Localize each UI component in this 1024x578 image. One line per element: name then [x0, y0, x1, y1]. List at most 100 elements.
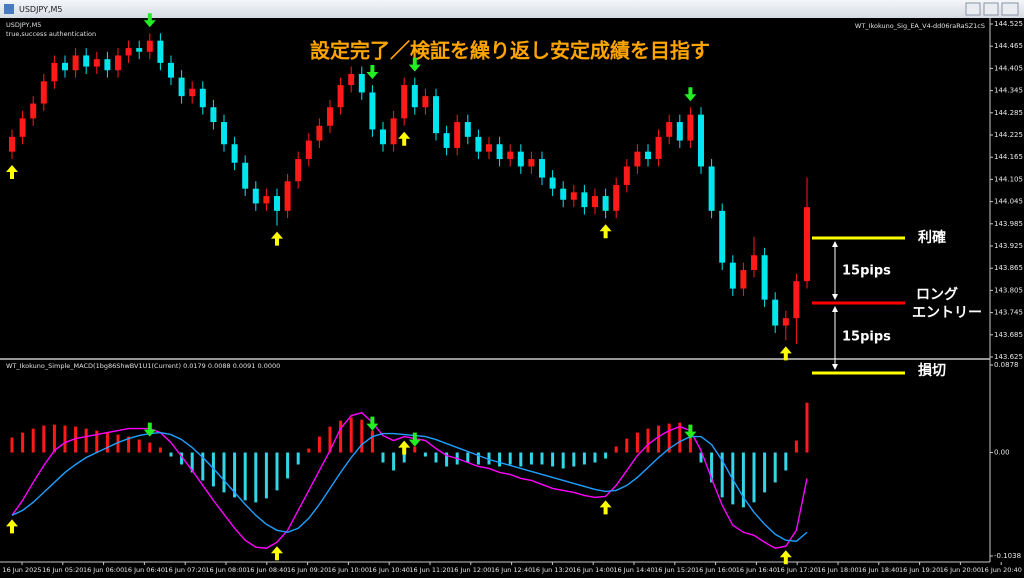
- maximize-button[interactable]: [983, 2, 999, 16]
- x-tick-label: 16 Jun 05:20: [42, 566, 83, 574]
- candle-body: [51, 62, 58, 82]
- y-tick-label: 0.0878: [994, 361, 1019, 369]
- x-tick-label: 16 Jun 13:20: [532, 566, 573, 574]
- candle-body: [380, 129, 386, 145]
- histogram-bar: [180, 452, 184, 465]
- histogram-bar: [784, 452, 788, 471]
- y-tick-label: 143.925: [994, 242, 1023, 250]
- histogram-bar: [190, 452, 194, 473]
- x-tick-label: 16 Jun 16:40: [736, 566, 777, 574]
- candle-body: [560, 188, 567, 200]
- macd-line: [11, 431, 808, 542]
- y-tick-label: 143.865: [994, 264, 1023, 272]
- histogram-bar: [84, 428, 88, 453]
- histogram-bar: [498, 452, 502, 467]
- candle-body: [422, 96, 429, 108]
- y-tick-label: 144.405: [994, 64, 1023, 72]
- y-tick-label: 143.685: [994, 331, 1023, 339]
- x-tick-label: 16 Jun 06:00: [83, 566, 124, 574]
- y-tick-label: 0.00: [994, 449, 1010, 457]
- candle-body: [676, 122, 683, 141]
- candle-body: [168, 62, 174, 78]
- title-bar: [0, 0, 1024, 18]
- sell-arrow: [684, 424, 697, 439]
- histogram-bar: [201, 452, 205, 481]
- sell-arrow: [408, 432, 421, 447]
- x-tick-label: 16 Jun 12:00: [450, 566, 491, 574]
- histogram-bar: [52, 424, 56, 453]
- histogram-bar: [604, 452, 608, 459]
- y-tick-label: 144.285: [994, 109, 1023, 117]
- histogram-bar: [105, 432, 109, 453]
- candle-body: [252, 188, 259, 204]
- histogram-bar: [561, 452, 565, 469]
- window-title: USDJPY,M5: [19, 5, 63, 14]
- buy-arrow: [271, 231, 283, 246]
- buy-arrow: [779, 346, 792, 361]
- histogram-bar: [328, 426, 332, 453]
- candle-body: [178, 77, 185, 97]
- histogram-bar: [74, 426, 78, 453]
- y-tick-label: 144.045: [994, 198, 1023, 206]
- candle-body: [157, 40, 164, 63]
- candle-body: [475, 136, 482, 152]
- y-tick-label: 143.625: [994, 353, 1023, 361]
- close-button[interactable]: [1001, 2, 1019, 16]
- histogram-bar: [349, 417, 353, 453]
- candle-body: [189, 88, 196, 97]
- buy-arrow: [398, 440, 411, 455]
- candle-body: [30, 103, 37, 119]
- candle-body: [613, 184, 620, 211]
- candle-body: [62, 62, 68, 71]
- histogram-bar: [296, 452, 300, 465]
- candle-body: [698, 114, 704, 167]
- histogram-bar: [657, 425, 661, 453]
- entry-label: ロング: [916, 286, 958, 303]
- x-tick-label: 16 Jun 08:00: [205, 566, 246, 574]
- candle-body: [327, 107, 333, 126]
- candle-body: [93, 59, 100, 67]
- sell-arrow: [408, 57, 421, 72]
- arrow-head: [832, 241, 838, 247]
- histogram-bar: [307, 448, 311, 453]
- histogram-bar: [360, 419, 364, 453]
- histogram-bar: [127, 436, 131, 453]
- candle-body: [761, 255, 768, 300]
- chart-title: 設定完了／検証を繰り返し安定成績を目指す: [310, 39, 710, 63]
- chart-symbol: USDJPY,M5: [6, 21, 41, 29]
- candle-body: [751, 255, 757, 271]
- candle-body: [263, 196, 270, 204]
- auth-status: true,success authentication: [6, 30, 96, 38]
- candle-body: [645, 151, 651, 160]
- candle-body: [433, 96, 439, 134]
- candle-body: [592, 196, 598, 208]
- y-tick-label: 144.225: [994, 131, 1023, 139]
- arrow-head: [832, 364, 838, 370]
- minimize-button[interactable]: [965, 2, 981, 16]
- candle-body: [793, 281, 800, 319]
- histogram-bar: [158, 447, 162, 453]
- candle-body: [687, 114, 694, 141]
- candle-body: [570, 192, 577, 200]
- sell-arrow: [684, 87, 697, 102]
- ea-label: WT_Ikokuno_Sig_EA_V4-dd06raRaSZ1cS: [855, 22, 985, 30]
- stop-loss-label: 損切: [918, 362, 946, 379]
- y-tick-label: 144.345: [994, 87, 1023, 95]
- histogram-bar: [773, 452, 777, 483]
- histogram-bar: [625, 438, 629, 453]
- candle-body: [125, 48, 132, 56]
- histogram-bar: [540, 452, 544, 465]
- entry-label: エントリー: [912, 305, 982, 321]
- x-tick-label: 16 Jun 19:20: [899, 566, 940, 574]
- histogram-bar: [317, 436, 321, 453]
- x-tick-label: 16 Jun 08:40: [246, 566, 287, 574]
- candle-body: [295, 159, 302, 182]
- histogram-bar: [763, 452, 767, 493]
- x-tick-label: 16 Jun 14:00: [573, 566, 614, 574]
- candle-body: [708, 166, 715, 211]
- histogram-bar: [243, 452, 247, 501]
- histogram-bar: [720, 452, 724, 498]
- buy-arrow: [779, 550, 792, 565]
- candle-body: [719, 210, 726, 263]
- histogram-bar: [137, 439, 141, 453]
